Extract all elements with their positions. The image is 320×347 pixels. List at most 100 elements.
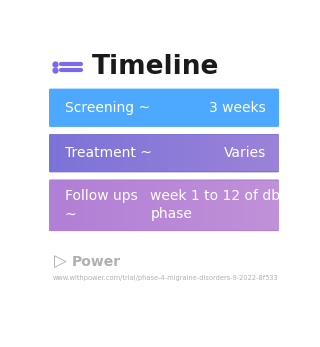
Bar [250, 90, 253, 126]
Bar [81, 180, 84, 230]
Bar [107, 135, 110, 171]
Bar [78, 90, 82, 126]
Bar [153, 135, 156, 171]
Bar [67, 90, 70, 126]
Bar [116, 90, 119, 126]
Bar [235, 135, 239, 171]
Bar [224, 90, 227, 126]
Bar [90, 180, 93, 230]
Bar [218, 90, 221, 126]
Bar [110, 180, 113, 230]
Bar [104, 180, 108, 230]
Text: 3 weeks: 3 weeks [209, 101, 266, 115]
Bar [64, 135, 68, 171]
Bar [158, 90, 162, 126]
Bar [255, 180, 259, 230]
Bar [76, 180, 79, 230]
Bar [196, 180, 199, 230]
Bar [269, 135, 273, 171]
Bar [56, 180, 59, 230]
Bar [252, 135, 256, 171]
Bar [187, 135, 190, 171]
Bar [198, 135, 202, 171]
Bar [56, 90, 59, 126]
Bar [170, 180, 173, 230]
Bar [124, 90, 127, 126]
Bar [130, 90, 133, 126]
Bar [272, 135, 276, 171]
Bar [170, 90, 173, 126]
Bar [53, 135, 56, 171]
Bar [229, 90, 233, 126]
Bar [130, 135, 133, 171]
Bar [252, 90, 256, 126]
Bar [232, 180, 236, 230]
Bar [244, 135, 247, 171]
Bar [221, 135, 224, 171]
Bar [204, 135, 207, 171]
Bar [167, 135, 170, 171]
Bar [247, 180, 250, 230]
Bar [204, 180, 207, 230]
Bar [118, 90, 122, 126]
Bar [201, 135, 204, 171]
Bar [269, 90, 273, 126]
Text: Power: Power [72, 255, 121, 269]
Bar [250, 135, 253, 171]
Bar [167, 180, 170, 230]
Bar [150, 90, 153, 126]
Bar [198, 180, 202, 230]
Bar [241, 90, 244, 126]
Bar [267, 90, 270, 126]
Bar [221, 180, 224, 230]
Bar [144, 90, 148, 126]
Bar [196, 90, 199, 126]
Bar [158, 135, 162, 171]
Bar [210, 90, 213, 126]
Bar [50, 135, 53, 171]
Bar [172, 135, 176, 171]
Text: week 1 to 12 of dbt: week 1 to 12 of dbt [150, 189, 286, 203]
Bar [73, 180, 76, 230]
Bar [113, 135, 116, 171]
Bar [118, 180, 122, 230]
Bar [190, 90, 193, 126]
Bar [121, 135, 124, 171]
Bar [50, 180, 53, 230]
Bar [190, 180, 193, 230]
Bar [70, 135, 73, 171]
Bar [204, 90, 207, 126]
Bar [99, 135, 102, 171]
Bar [104, 135, 108, 171]
Bar [135, 180, 139, 230]
Bar [153, 90, 156, 126]
Bar [141, 90, 145, 126]
Bar [59, 90, 62, 126]
Bar [127, 180, 130, 230]
Bar [269, 180, 273, 230]
Bar [207, 90, 210, 126]
Bar [70, 90, 73, 126]
Bar [190, 135, 193, 171]
Bar [164, 90, 167, 126]
Bar [107, 180, 110, 230]
Bar [229, 180, 233, 230]
Bar [124, 135, 127, 171]
Bar [81, 135, 84, 171]
Bar [207, 135, 210, 171]
Bar [261, 90, 264, 126]
Bar [76, 135, 79, 171]
Bar [138, 90, 142, 126]
Bar [184, 135, 187, 171]
Bar [275, 135, 279, 171]
Bar [96, 135, 99, 171]
Bar [175, 180, 179, 230]
Bar [113, 90, 116, 126]
Bar [156, 135, 159, 171]
Bar [64, 180, 68, 230]
Bar [272, 180, 276, 230]
Bar [150, 180, 153, 230]
Bar [78, 135, 82, 171]
Bar [87, 135, 90, 171]
Bar [73, 90, 76, 126]
